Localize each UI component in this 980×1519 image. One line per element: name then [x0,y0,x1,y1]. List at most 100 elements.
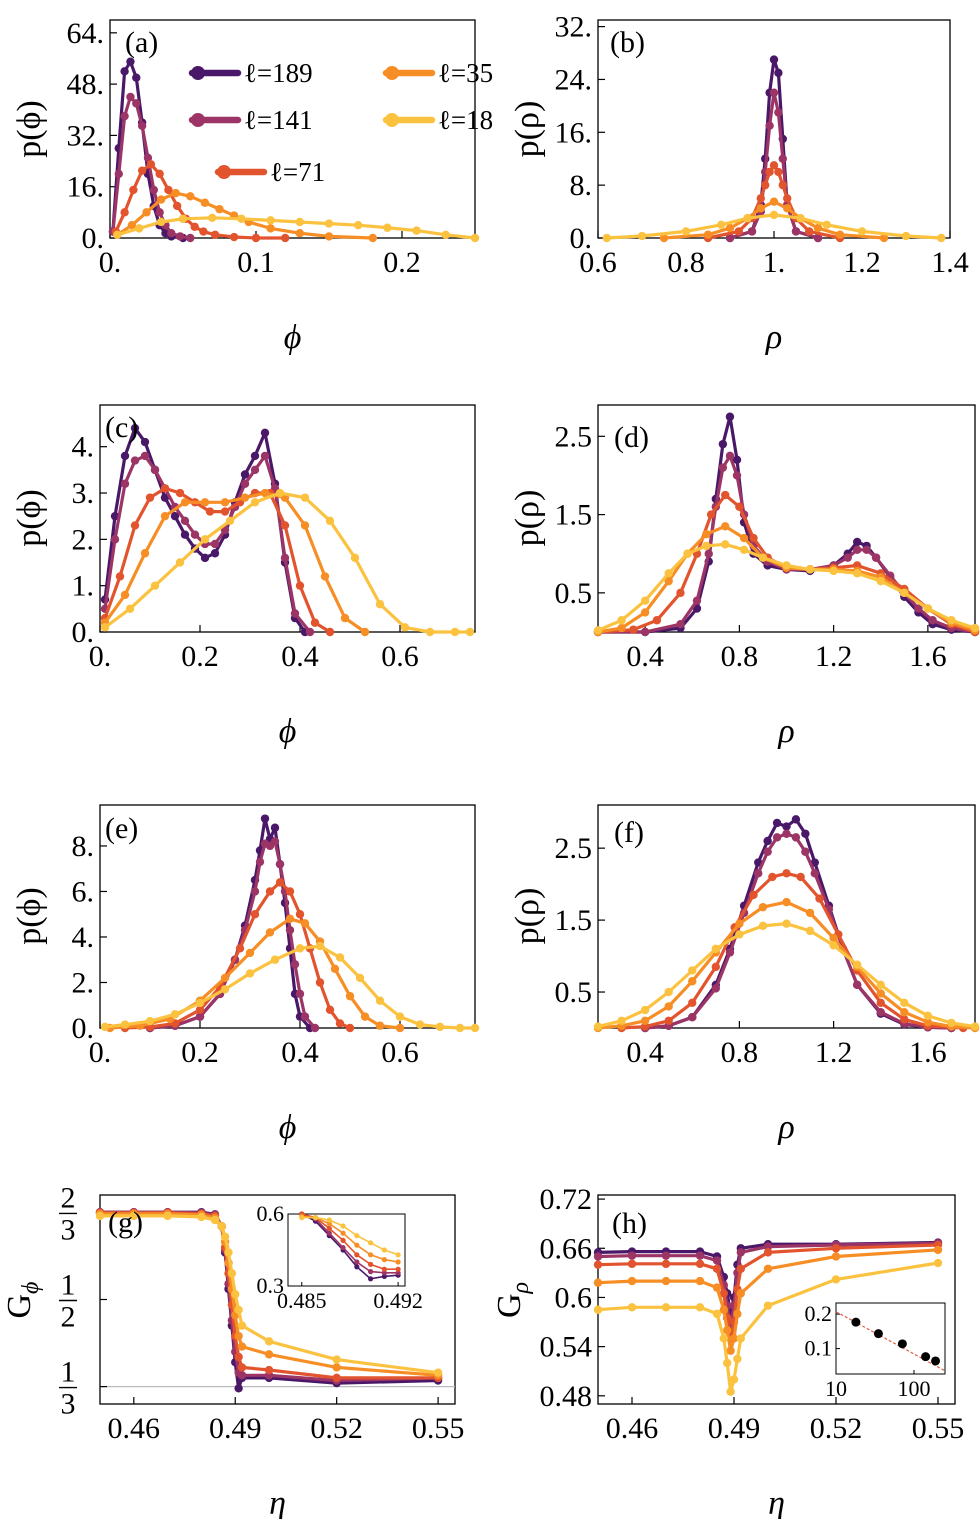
data-point-71 [796,872,805,882]
data-point-71 [325,627,335,637]
data-point-35 [156,195,166,204]
data-point-71 [129,185,138,195]
data-point-71 [175,488,185,498]
inset-y-tick-label: 0.1 [805,1336,833,1361]
data-point-189 [130,423,140,433]
panel-label: (d) [614,421,649,454]
panel-d: 0.4 0.8 1.2 1.6 0.5 1.5 2.5 (d) ρ p(ρ) [509,404,980,750]
data-point-71 [900,1015,909,1024]
data-point-141 [132,99,141,108]
data-point-18 [400,623,410,632]
data-point-18 [135,224,144,233]
data-point-35 [240,493,250,502]
data-point-18 [876,576,885,586]
inset-data-point-35 [395,1259,401,1265]
inset-data-point-71 [367,1261,374,1267]
data-point-141 [876,1007,885,1017]
data-point-71 [783,194,792,203]
data-point-18 [733,1354,742,1364]
data-point-35 [829,933,838,943]
data-point-18 [901,231,911,241]
data-point-18 [736,1334,745,1343]
y-tick-label: 48. [67,68,105,101]
data-point-18 [695,1303,705,1312]
data-point-35 [215,204,224,214]
data-point-18 [970,623,980,633]
data-point-71 [146,160,156,169]
data-point-141 [114,169,123,179]
data-point-18 [640,1005,650,1015]
data-point-35 [659,233,669,243]
data-point-141 [763,847,772,856]
inset-data-point-18 [381,1247,387,1253]
data-point-141 [711,984,721,993]
data-point-141 [765,121,774,130]
data-point-189 [140,437,150,447]
data-point-71 [593,1260,603,1269]
series-line-18 [597,542,976,632]
data-point-141 [130,456,140,465]
data-point-141 [270,837,280,846]
data-point-18 [145,1016,155,1026]
data-point-35 [186,192,195,201]
y-tick-label: 32. [555,11,593,44]
data-point-18 [415,1020,425,1029]
data-point-35 [617,623,626,633]
data-point-18 [375,996,385,1005]
data-point-189 [763,836,772,846]
data-point-71 [769,161,779,170]
inset-frame [835,1302,946,1375]
data-point-35 [769,197,779,206]
data-point-71 [190,222,199,231]
y-tick-label: 2. [72,523,95,556]
data-point-141 [250,887,260,896]
data-point-18 [470,233,480,243]
data-point-35 [721,522,730,531]
data-point-18 [395,1012,405,1021]
y-tick-label: 2.5 [555,832,593,865]
data-point-18 [822,220,831,229]
data-point-18 [876,980,885,990]
data-point-71 [325,1005,335,1014]
data-point-18 [852,960,862,969]
legend-label-71: ℓ=71 [270,157,325,187]
data-point-71 [749,533,758,543]
inset-data-point-35 [367,1252,374,1258]
data-point-35 [813,223,823,233]
data-point-71 [768,872,777,882]
data-point-18 [681,227,691,236]
y-tick-label: 2.5 [555,420,593,453]
y-tick-label: 0. [82,222,105,255]
data-point-18 [113,230,122,239]
y-tick-label: 8. [570,169,593,202]
x-tick-label: 0.49 [708,1412,761,1445]
x-tick-label: 1.6 [909,1036,947,1069]
inset-data-point-18 [312,1215,319,1221]
y-tick-label: 3. [72,477,95,510]
data-point-141 [801,847,810,856]
inset-data-point-141 [326,1230,332,1236]
data-point-18 [300,493,310,502]
y-axis-label: p(ϕ) [11,489,48,547]
data-point-141 [736,1248,745,1257]
data-point-189 [250,451,260,461]
data-point-35 [127,220,137,230]
data-point-18 [129,1211,139,1221]
data-point-35 [593,1278,603,1287]
data-point-189 [725,412,735,421]
x-tick-label: 0.8 [667,246,705,279]
data-point-35 [719,1305,728,1314]
data-point-35 [933,1245,943,1255]
data-point-71 [629,625,638,634]
y-tick-label: 1.5 [555,904,593,937]
data-point-35 [640,608,650,617]
inset-data-point-71 [381,1266,387,1272]
data-point-18 [375,600,385,609]
data-point-71 [280,521,290,530]
data-point-71 [831,1244,841,1253]
series-line-71 [124,880,351,1030]
data-point-18 [637,231,647,241]
y-axis-label: Gϕ [1,1282,44,1319]
data-point-141 [772,833,782,842]
data-point-18 [970,1022,980,1031]
